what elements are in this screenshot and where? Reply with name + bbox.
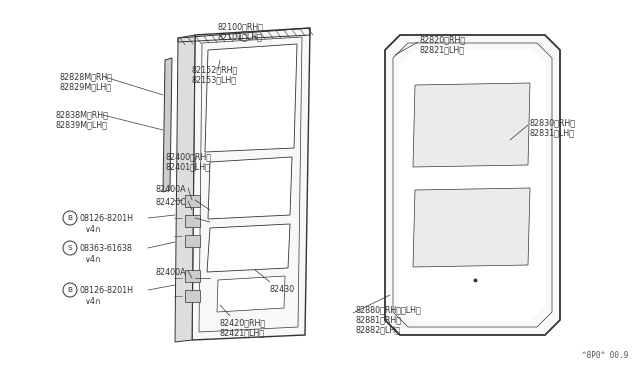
Polygon shape	[175, 35, 195, 342]
Polygon shape	[185, 215, 200, 227]
Text: 08126-8201H: 08126-8201H	[80, 214, 134, 223]
Polygon shape	[413, 188, 530, 267]
Text: 82420C: 82420C	[155, 198, 186, 207]
Text: 82152〈RH〉: 82152〈RH〉	[192, 65, 238, 74]
Polygon shape	[217, 276, 285, 312]
Text: 82100〈RH〉: 82100〈RH〉	[218, 22, 264, 31]
Text: 82101〈LH〉: 82101〈LH〉	[218, 32, 263, 41]
Text: 82820〈RH〉: 82820〈RH〉	[420, 35, 466, 44]
Text: 82430: 82430	[270, 285, 295, 294]
Polygon shape	[185, 270, 200, 282]
Polygon shape	[185, 235, 200, 247]
Polygon shape	[192, 28, 310, 340]
Polygon shape	[185, 290, 200, 302]
Polygon shape	[207, 224, 290, 272]
Text: 82400A: 82400A	[155, 185, 186, 194]
Polygon shape	[399, 49, 546, 321]
Text: 82839M〈LH〉: 82839M〈LH〉	[55, 120, 107, 129]
Polygon shape	[208, 157, 292, 219]
Text: B: B	[67, 287, 72, 293]
Text: B: B	[67, 215, 72, 221]
Text: ^8P0^ 00.9: ^8P0^ 00.9	[582, 351, 628, 360]
Text: 82829M〈LH〉: 82829M〈LH〉	[60, 82, 112, 91]
Text: 82831〈LH〉: 82831〈LH〉	[530, 128, 575, 137]
Text: 08363-61638: 08363-61638	[80, 244, 133, 253]
Text: 82882〈LH〉: 82882〈LH〉	[355, 325, 400, 334]
Text: 82838M〈RH〉: 82838M〈RH〉	[55, 110, 108, 119]
Text: 82400A: 82400A	[155, 268, 186, 277]
Polygon shape	[413, 83, 530, 167]
Polygon shape	[205, 44, 297, 152]
Polygon shape	[185, 195, 200, 207]
Text: 82821〈LH〉: 82821〈LH〉	[420, 45, 465, 54]
Text: ∨4∩: ∨4∩	[85, 225, 102, 234]
Text: 82420〈RH〉: 82420〈RH〉	[220, 318, 266, 327]
Text: 82153〈LH〉: 82153〈LH〉	[192, 75, 237, 84]
Text: 82880〈RH〉〈LH〉: 82880〈RH〉〈LH〉	[355, 305, 420, 314]
Text: ∨4∩: ∨4∩	[85, 255, 102, 264]
Text: 82400〈RH〉: 82400〈RH〉	[165, 152, 211, 161]
Text: 08126-8201H: 08126-8201H	[80, 286, 134, 295]
Polygon shape	[163, 58, 172, 192]
Polygon shape	[385, 35, 560, 335]
Text: 82881〈RH〉: 82881〈RH〉	[355, 315, 401, 324]
Text: S: S	[68, 245, 72, 251]
Text: 82421〈LH〉: 82421〈LH〉	[220, 328, 265, 337]
Text: ∨4∩: ∨4∩	[85, 297, 102, 306]
Text: 82830〈RH〉: 82830〈RH〉	[530, 118, 576, 127]
Text: 82401〈LH〉: 82401〈LH〉	[165, 162, 210, 171]
Text: 82828M〈RH〉: 82828M〈RH〉	[60, 72, 113, 81]
